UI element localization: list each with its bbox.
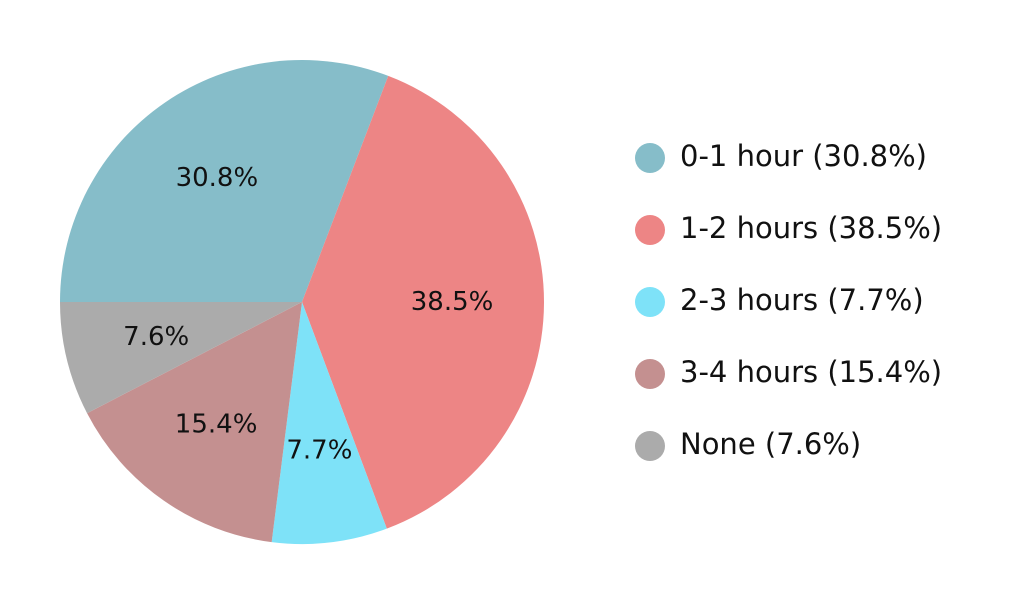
slice-label-1-2-hours: 38.5% <box>411 287 494 317</box>
pie-slice-2-3-hours <box>271 302 387 544</box>
legend-marker <box>635 143 665 173</box>
legend-marker <box>635 431 665 461</box>
pie-slice-labels: 30.8% 38.5% 7.7% 15.4% 7.6% <box>123 163 493 466</box>
legend-item-1-2-hours: 1-2 hours (38.5%) <box>635 211 942 245</box>
legend-item-none: None (7.6%) <box>635 427 861 461</box>
legend-label: 1-2 hours (38.5%) <box>680 211 942 245</box>
legend-marker <box>635 287 665 317</box>
pie-slices <box>60 60 544 544</box>
slice-label-2-3-hours: 7.7% <box>286 436 352 466</box>
pie-slice-1-2-hours <box>302 75 544 529</box>
legend: 0-1 hour (30.8%) 1-2 hours (38.5%) 2-3 hou… <box>635 139 942 461</box>
legend-marker <box>635 359 665 389</box>
legend-marker <box>635 215 665 245</box>
slice-label-3-4-hours: 15.4% <box>175 410 258 440</box>
legend-label: 2-3 hours (7.7%) <box>680 283 924 317</box>
pie-slice-3-4-hours <box>87 302 302 543</box>
legend-item-2-3-hours: 2-3 hours (7.7%) <box>635 283 924 317</box>
slice-label-none: 7.6% <box>123 322 189 352</box>
legend-label: 3-4 hours (15.4%) <box>680 355 942 389</box>
slice-label-0-1-hour: 30.8% <box>176 163 259 193</box>
pie-slice-none <box>60 302 302 414</box>
legend-label: 0-1 hour (30.8%) <box>680 139 927 173</box>
legend-label: None (7.6%) <box>680 427 861 461</box>
legend-item-3-4-hours: 3-4 hours (15.4%) <box>635 355 942 389</box>
pie-slice-0-1-hour <box>60 60 389 303</box>
legend-item-0-1-hour: 0-1 hour (30.8%) <box>635 139 927 173</box>
